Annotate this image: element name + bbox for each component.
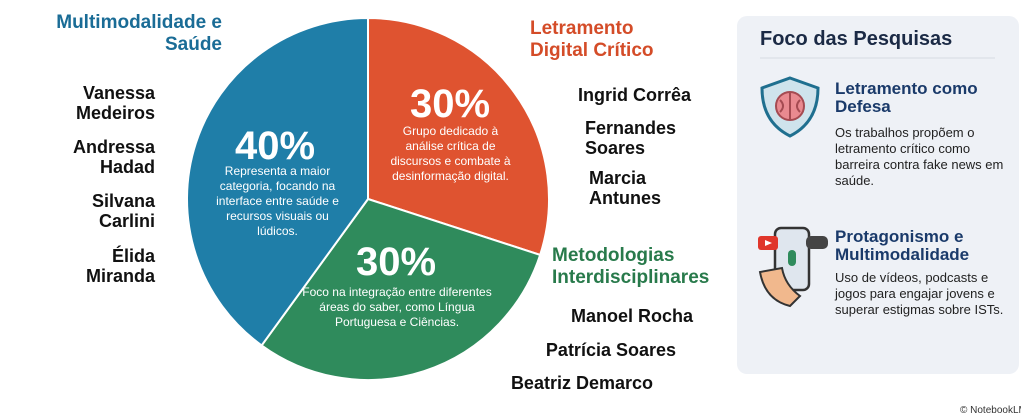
item-text: Os trabalhos propõem o letramento crític… (835, 125, 1005, 189)
value-label: 30% (316, 240, 476, 285)
slice-description: Representa a maior categoria, focando na… (205, 164, 350, 239)
member-name: Marcia Antunes (589, 168, 679, 208)
member-name: Vanessa Medeiros (65, 83, 155, 123)
panel-bg (737, 16, 1019, 374)
item-title: Protagonismo e Multimodalidade (835, 228, 1005, 264)
member-name: Beatriz Demarco (511, 373, 653, 393)
slice-label: Metodologias Interdisciplinares (552, 245, 752, 289)
member-name: Patrícia Soares (546, 340, 676, 360)
member-name: Fernandes Soares (585, 118, 695, 158)
slice-label: Multimodalidade e Saúde (30, 12, 222, 56)
value-label: 40% (195, 124, 355, 169)
member-name: Élida Miranda (65, 246, 155, 286)
footer: © NotebookLM (960, 405, 1021, 416)
panel-title: Foco das Pesquisas (760, 28, 952, 51)
item-text: Uso de vídeos, podcasts e jogos para eng… (835, 270, 1005, 318)
infographic: Foco das Pesquisas Letramento como Defes… (0, 0, 1021, 417)
member-name: Andressa Hadad (65, 137, 155, 177)
member-name: Silvana Carlini (65, 191, 155, 231)
slice-description: Foco na integração entre diferentes área… (302, 285, 492, 330)
value-label: 30% (370, 82, 530, 127)
slice-label: Letramento Digital Crítico (530, 18, 690, 62)
member-name: Manoel Rocha (571, 306, 693, 326)
slice-description: Grupo dedicado à análise crítica de disc… (383, 124, 518, 184)
member-name: Ingrid Corrêa (578, 85, 691, 105)
item-title: Letramento como Defesa (835, 80, 1005, 116)
